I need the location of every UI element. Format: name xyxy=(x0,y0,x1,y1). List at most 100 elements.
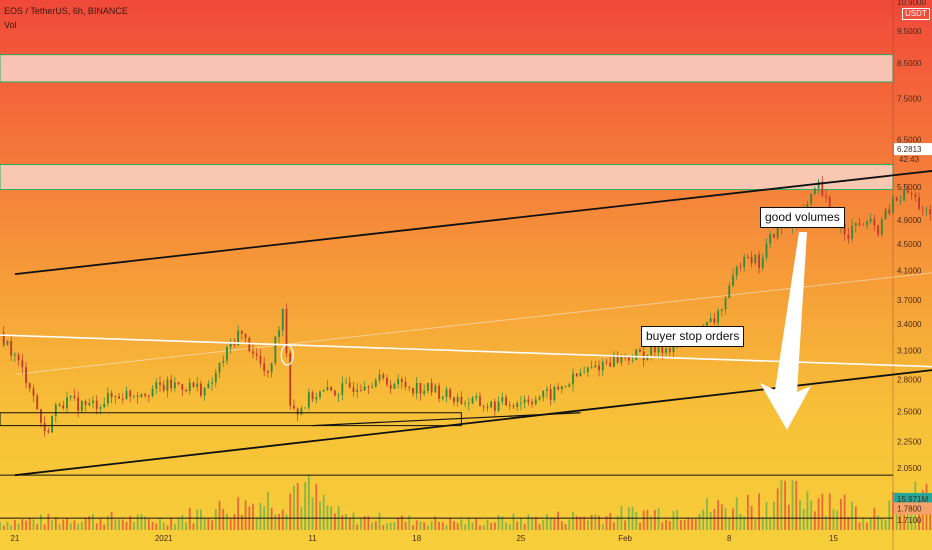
candle-body-95 xyxy=(356,390,359,392)
volume-bar-17 xyxy=(62,519,65,530)
volume-bar-138 xyxy=(512,513,515,530)
volume-bar-110 xyxy=(408,515,411,530)
volume-bar-199 xyxy=(739,513,742,530)
candle-body-141 xyxy=(527,399,530,402)
white-descending-trendline xyxy=(0,334,932,368)
candle-body-76 xyxy=(285,308,288,354)
volume-bar-182 xyxy=(676,509,679,530)
volume-bar-93 xyxy=(345,514,347,530)
candle-body-242 xyxy=(903,190,906,201)
volume-bar-115 xyxy=(426,525,429,530)
candle-body-82 xyxy=(307,392,310,408)
candle-body-62 xyxy=(233,343,236,346)
candle-body-15 xyxy=(58,404,61,406)
x-tick-label-2: 11 xyxy=(308,534,317,543)
volume-bar-24 xyxy=(88,516,91,530)
candle-body-22 xyxy=(84,400,87,406)
volume-bar-171 xyxy=(635,511,638,530)
volume-bar-90 xyxy=(333,513,336,530)
volume-bar-34 xyxy=(125,522,128,530)
volume-bar-208 xyxy=(773,501,775,530)
candle-body-49 xyxy=(185,389,187,392)
candle-body-239 xyxy=(892,197,894,214)
candle-body-149 xyxy=(557,387,560,390)
candle-body-119 xyxy=(445,389,448,398)
volume-bar-14 xyxy=(51,520,53,530)
y-tick-label-8: 3.7000 xyxy=(897,296,922,305)
volume-bar-188 xyxy=(698,513,701,530)
volume-bar-239 xyxy=(888,500,891,530)
volume-bar-147 xyxy=(546,514,548,530)
symbol-title[interactable]: EOS / TetherUS, 6h, BINANCE xyxy=(4,6,128,16)
candle-body-55 xyxy=(207,383,210,388)
volume-bar-207 xyxy=(769,517,772,530)
volume-bar-106 xyxy=(393,521,396,530)
candle-body-125 xyxy=(467,403,470,405)
candle-body-165 xyxy=(616,354,619,363)
candle-body-14 xyxy=(54,404,57,416)
candle-body-84 xyxy=(315,397,318,400)
y-tick-label-16: 1.7100 xyxy=(897,516,922,525)
volume-bar-122 xyxy=(453,521,455,530)
volume-bar-127 xyxy=(471,522,474,530)
candle-body-38 xyxy=(144,394,147,396)
candle-body-34 xyxy=(129,390,132,397)
volume-bar-237 xyxy=(880,518,883,530)
volume-bar-129 xyxy=(479,525,481,530)
volume-bar-114 xyxy=(423,522,426,530)
volume-bar-5 xyxy=(17,523,20,530)
currency-badge[interactable]: USDT xyxy=(902,8,930,20)
candle-body-236 xyxy=(880,219,883,235)
volume-bar-38 xyxy=(140,513,143,530)
volume-bar-72 xyxy=(267,492,269,530)
volume-bar-52 xyxy=(192,523,195,530)
volume-bar-234 xyxy=(869,517,872,530)
volume-bar-217 xyxy=(806,491,809,530)
volume-bar-224 xyxy=(832,509,835,530)
candle-body-66 xyxy=(248,337,251,352)
volume-bar-108 xyxy=(400,515,403,530)
candle-body-120 xyxy=(449,389,452,398)
volume-bar-212 xyxy=(787,504,790,530)
volume-bar-175 xyxy=(650,516,653,530)
volume-bar-124 xyxy=(460,519,463,530)
candle-body-180 xyxy=(672,342,675,352)
volume-bar-1 xyxy=(2,525,5,530)
volume-bar-80 xyxy=(296,483,299,530)
candle-body-195 xyxy=(728,285,731,299)
candle-body-137 xyxy=(512,405,515,408)
candle-body-174 xyxy=(650,345,653,356)
candle-body-112 xyxy=(419,382,422,394)
volume-bar-87 xyxy=(322,494,325,530)
candle-body-13 xyxy=(51,415,53,433)
volume-bar-53 xyxy=(196,509,199,530)
volume-bar-152 xyxy=(564,524,567,530)
y-tick-label-10: 3.1000 xyxy=(897,346,922,355)
volume-bar-211 xyxy=(784,480,786,530)
volume-bar-235 xyxy=(873,507,876,530)
volume-indicator-label[interactable]: Vol xyxy=(4,20,17,30)
candle-body-54 xyxy=(203,387,206,396)
volume-bar-193 xyxy=(717,500,720,530)
candle-body-39 xyxy=(147,395,150,397)
y-tick-label-6: 4.5000 xyxy=(897,240,922,249)
candle-body-107 xyxy=(400,379,403,382)
candle-body-27 xyxy=(103,403,106,408)
volume-bar-57 xyxy=(211,520,213,530)
candle-body-29 xyxy=(110,392,113,398)
candle-body-194 xyxy=(724,298,727,310)
candle-body-146 xyxy=(546,389,548,392)
candle-body-88 xyxy=(330,386,333,391)
volume-bar-184 xyxy=(683,520,686,530)
volume-bar-62 xyxy=(229,519,232,530)
volume-bar-232 xyxy=(862,517,865,530)
volume-bar-204 xyxy=(758,493,760,530)
volume-bar-154 xyxy=(572,511,574,530)
volume-bar-136 xyxy=(505,522,507,530)
candle-body-81 xyxy=(304,407,307,409)
volume-bar-187 xyxy=(694,519,697,530)
candle-body-160 xyxy=(598,365,600,371)
volume-bar-135 xyxy=(501,516,504,530)
candle-body-168 xyxy=(627,357,630,361)
candle-body-106 xyxy=(397,379,400,385)
